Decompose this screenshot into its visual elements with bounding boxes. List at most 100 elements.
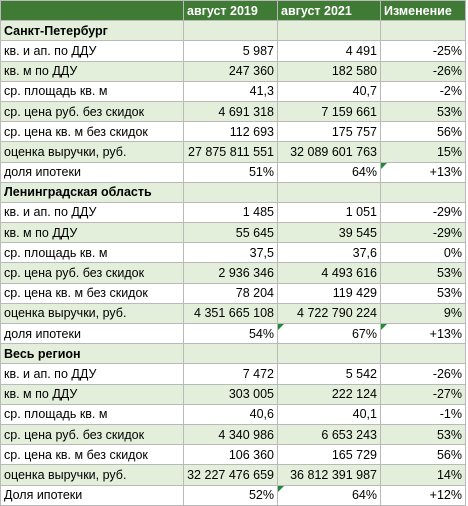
section-row-lenobl: Ленинградская область bbox=[0, 181, 466, 203]
table-row: доля ипотеки 54% 67% +13% bbox=[0, 322, 466, 345]
row-label: оценка выручки, руб. bbox=[0, 302, 184, 325]
value-2021: 67% bbox=[277, 322, 381, 345]
value-2019: 2 936 346 bbox=[183, 262, 278, 284]
row-label: кв. и ап. по ДДУ bbox=[0, 201, 184, 224]
value-2019: 4 351 665 108 bbox=[183, 302, 278, 325]
row-label: доля ипотеки bbox=[0, 161, 184, 183]
value-2019: 106 360 bbox=[183, 444, 278, 466]
value-2021: 40,1 bbox=[277, 403, 381, 425]
row-label: ср. площадь кв. м bbox=[0, 242, 184, 264]
value-2021: 37,6 bbox=[277, 242, 381, 264]
row-label: ср. площадь кв. м bbox=[0, 80, 184, 102]
table-row: кв. м по ДДУ 247 360 182 580 -26% bbox=[0, 60, 466, 82]
table-row: ср. площадь кв. м 40,6 40,1 -1% bbox=[0, 403, 466, 425]
row-label: кв. м по ДДУ bbox=[0, 383, 184, 405]
header-aug-2019: август 2019 bbox=[183, 0, 278, 22]
value-2019: 54% bbox=[183, 322, 278, 345]
value-2021: 182 580 bbox=[277, 60, 381, 82]
value-2021: 32 089 601 763 bbox=[277, 141, 381, 163]
table-row: ср. цена кв. м без скидок 112 693 175 757 5… bbox=[0, 121, 466, 143]
row-label: ср. цена кв. м без скидок bbox=[0, 121, 184, 143]
change-value: 15% bbox=[380, 141, 466, 163]
table-row: оценка выручки, руб. 27 875 811 551 32 089… bbox=[0, 141, 466, 163]
value-2019: 41,3 bbox=[183, 80, 278, 102]
value-2021: 4 722 790 224 bbox=[277, 302, 381, 325]
value-2021: 4 491 bbox=[277, 40, 381, 62]
table-row: кв. м по ДДУ 303 005 222 124 -27% bbox=[0, 383, 466, 405]
value-2021: 40,7 bbox=[277, 80, 381, 102]
value-2021: 6 653 243 bbox=[277, 423, 381, 446]
change-value: 56% bbox=[380, 121, 466, 143]
row-label: Доля ипотеки bbox=[0, 484, 184, 506]
section-title: Санкт-Петербург bbox=[0, 20, 184, 42]
row-label: ср. цена руб. без скидок bbox=[0, 262, 184, 284]
value-2019: 303 005 bbox=[183, 383, 278, 405]
value-2019: 51% bbox=[183, 161, 278, 183]
change-value: -2% bbox=[380, 80, 466, 102]
value-2019: 52% bbox=[183, 484, 278, 506]
value-2019: 247 360 bbox=[183, 60, 278, 82]
row-label: оценка выручки, руб. bbox=[0, 141, 184, 163]
table-row: ср. цена руб. без скидок 4 340 986 6 653 2… bbox=[0, 423, 466, 446]
value-2019: 27 875 811 551 bbox=[183, 141, 278, 163]
change-value: 56% bbox=[380, 444, 466, 466]
row-label: ср. цена руб. без скидок bbox=[0, 423, 184, 446]
section-row-spb: Санкт-Петербург bbox=[0, 20, 466, 42]
header-aug-2021: август 2021 bbox=[277, 0, 381, 22]
change-value: -26% bbox=[380, 60, 466, 82]
value-2021: 4 493 616 bbox=[277, 262, 381, 284]
header-row: август 2019 август 2021 Изменение bbox=[0, 0, 466, 22]
change-value: +12% bbox=[380, 484, 466, 506]
row-label: оценка выручки, руб. bbox=[0, 464, 184, 486]
value-2021: 39 545 bbox=[277, 222, 381, 244]
table-row: ср. цена руб. без скидок 4 691 318 7 159 6… bbox=[0, 100, 466, 123]
value-2021: 1 051 bbox=[277, 201, 381, 224]
change-value: -26% bbox=[380, 363, 466, 385]
table-row: ср. площадь кв. м 37,5 37,6 0% bbox=[0, 242, 466, 264]
change-value: 0% bbox=[380, 242, 466, 264]
value-2021: 222 124 bbox=[277, 383, 381, 405]
table-row: ср. площадь кв. м 41,3 40,7 -2% bbox=[0, 80, 466, 102]
value-2021: 175 757 bbox=[277, 121, 381, 143]
section-row-region: Весь регион bbox=[0, 343, 466, 365]
change-value: 53% bbox=[380, 282, 466, 304]
change-value: +13% bbox=[380, 161, 466, 183]
value-2019: 4 691 318 bbox=[183, 100, 278, 123]
change-value: 14% bbox=[380, 464, 466, 486]
change-value: 53% bbox=[380, 262, 466, 284]
change-value: -25% bbox=[380, 40, 466, 62]
change-value: -27% bbox=[380, 383, 466, 405]
value-2019: 4 340 986 bbox=[183, 423, 278, 446]
value-2019: 55 645 bbox=[183, 222, 278, 244]
table-row: Доля ипотеки 52% 64% +12% bbox=[0, 484, 466, 506]
row-label: ср. цена руб. без скидок bbox=[0, 100, 184, 123]
row-label: кв. и ап. по ДДУ bbox=[0, 363, 184, 385]
change-value: +13% bbox=[380, 322, 466, 345]
value-2021: 7 159 661 bbox=[277, 100, 381, 123]
section-title: Ленинградская область bbox=[0, 181, 184, 203]
value-2019: 1 485 bbox=[183, 201, 278, 224]
value-2021: 36 812 391 987 bbox=[277, 464, 381, 486]
change-value: 53% bbox=[380, 100, 466, 123]
change-value: -29% bbox=[380, 201, 466, 224]
table-row: кв. и ап. по ДДУ 7 472 5 542 -26% bbox=[0, 363, 466, 385]
row-label: кв. м по ДДУ bbox=[0, 60, 184, 82]
row-label: ср. цена кв. м без скидок bbox=[0, 444, 184, 466]
table-row: доля ипотеки 51% 64% +13% bbox=[0, 161, 466, 183]
table-row: кв. и ап. по ДДУ 1 485 1 051 -29% bbox=[0, 201, 466, 224]
table-row: оценка выручки, руб. 4 351 665 108 4 722 7… bbox=[0, 302, 466, 325]
header-change: Изменение bbox=[380, 0, 466, 22]
value-2019: 78 204 bbox=[183, 282, 278, 304]
value-2019: 32 227 476 659 bbox=[183, 464, 278, 486]
table-row: ср. цена кв. м без скидок 106 360 165 729 5… bbox=[0, 444, 466, 466]
row-label: доля ипотеки bbox=[0, 322, 184, 345]
table-row: кв. и ап. по ДДУ 5 987 4 491 -25% bbox=[0, 40, 466, 62]
change-value: 53% bbox=[380, 423, 466, 446]
value-2019: 5 987 bbox=[183, 40, 278, 62]
row-label: ср. цена кв. м без скидок bbox=[0, 282, 184, 304]
table-row: оценка выручки, руб. 32 227 476 659 36 812… bbox=[0, 464, 466, 486]
value-2021: 64% bbox=[277, 484, 381, 506]
value-2021: 5 542 bbox=[277, 363, 381, 385]
row-label: кв. м по ДДУ bbox=[0, 222, 184, 244]
table-row: ср. цена кв. м без скидок 78 204 119 429 53… bbox=[0, 282, 466, 304]
